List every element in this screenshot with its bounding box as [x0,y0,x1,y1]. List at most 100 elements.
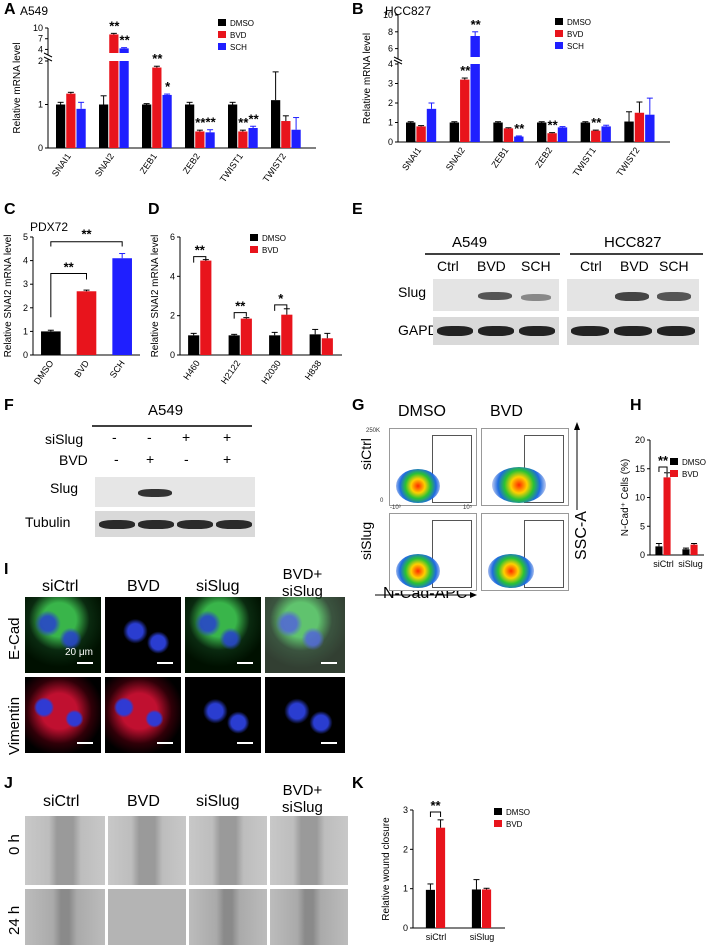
chart-d-bracket [233,312,247,319]
band [657,292,691,301]
wound-0h-bvd-sislug [270,816,348,885]
chart-k-bar [436,827,446,928]
chart-a-ytick-label: 2 [38,56,43,66]
chart-a-ytick-label: 7 [38,34,43,44]
chart-b-xtick-label: TWIST2 [614,145,641,178]
chart-b-bar [547,133,557,142]
blot-e-slug-a549 [433,279,559,311]
chart-d-xtick-label: H2030 [259,358,282,385]
chart-d-bar [188,335,200,355]
chart-a-legend-swatch [218,19,226,26]
chart-a-xtick-label: TWIST2 [261,151,288,184]
blot-f-slug [95,477,255,507]
panel-j-col-4: BVD+ siSlug [282,782,323,816]
chart-c-xtick-label: DMSO [32,358,56,386]
panel-e-lane-6: SCH [659,258,689,274]
panel-f-title: A549 [148,402,184,419]
chart-k-xtick-label: siCtrl [426,932,447,942]
chart-b-bar [580,122,591,142]
chart-k-legend-swatch [494,808,502,815]
if-vim-sictrl [25,677,101,753]
chart-a-bar [238,131,248,148]
chart-b-legend-swatch [555,42,563,49]
panel-e-lane-2: BVD [477,258,506,274]
chart-c-significance: ** [64,259,75,274]
chart-b-bar [514,136,524,142]
flow-xtick: 10⁵ [463,505,473,511]
chart-a-bar [119,61,129,148]
chart-a-legend-label: DMSO [230,19,254,28]
chart-d-ytick-label: 2 [170,311,175,321]
scale-bar [157,742,173,744]
chart-a-xtick-label: TWIST1 [218,151,245,184]
chart-h-ytick-label: 5 [640,521,645,531]
panel-letter-c: C [4,201,16,218]
chart-d-bar [240,318,252,355]
chart-h-bar [690,544,698,555]
chart-a-legend-swatch [218,43,226,50]
chart-a-bar [162,94,172,148]
chart-a-xtick-label: ZEB2 [181,151,202,175]
chart-c-ytick-label: 2 [23,303,28,313]
chart-a-bar [152,67,162,148]
panel-g-yaxis-arrowhead [574,422,580,430]
chart-d-bar [228,335,240,355]
band [216,520,252,529]
wound-24h-sictrl [25,889,105,945]
chart-c-ytick-label: 1 [23,326,28,336]
band [571,326,609,336]
chart-d-ytick-label: 6 [170,232,175,242]
chart-b-bar [591,130,601,142]
wound-0h-sictrl [25,816,105,885]
chart-b-ytick-label: 8 [388,27,393,37]
chart-b-ytick-label: 10 [383,10,393,20]
flow-plot-sislug-bvd [481,513,569,591]
chart-h-ytick-label: 0 [640,550,645,560]
chart-k-bracket [429,811,442,817]
wound-24h-sislug [189,889,267,945]
blot-e-slug-hcc827 [567,279,699,311]
chart-b-ytick-label: 0 [388,137,393,147]
chart-a-bar [185,104,195,148]
chart-c-ytick-label: 5 [23,232,28,242]
panel-f-row-slug: Slug [50,480,79,496]
chart-b-bar [470,36,480,57]
cell-population [396,469,440,503]
panel-letter-d: D [148,201,160,218]
chart-d-bar [200,260,212,355]
band [478,326,514,336]
wound-24h-bvd [108,889,186,945]
cell-population [488,554,534,588]
panel-e-lane-3: SCH [521,258,551,274]
chart-a-significance: * [165,79,171,94]
chart-d-xtick-label: H460 [181,358,202,381]
chart-h-legend-swatch [670,470,678,477]
chart-b-legend-label: DMSO [567,18,591,27]
wound-0h-sislug [189,816,267,885]
chart-k-bar [425,889,435,928]
chart-b-xtick-label: SNAI2 [444,145,467,172]
chart-b-ytick-label: 2 [388,98,393,108]
chart-c-ylabel: Relative SNAI2 mRNA level [3,235,14,358]
chart-a-bar [281,121,291,148]
chart-b-bar [460,79,470,142]
chart-b-significance: ** [514,121,525,136]
chart-a-bar [291,129,301,148]
panel-f-bvd-3: - [184,451,189,467]
chart-a-bar [205,132,215,148]
chart-a-significance: ** [238,115,249,130]
chart-a-title: A549 [20,4,48,18]
chart-c-significance: ** [81,227,92,242]
panel-e-lane-4: Ctrl [580,258,602,274]
flow-plot-sictrl-dmso [389,428,477,506]
panel-f-bvd-1: - [114,451,119,467]
chart-b-bar [449,122,460,142]
panel-f-bvd-2: + [146,451,155,467]
chart-c-bar [41,331,61,355]
chart-h-xtick-label: siCtrl [653,559,674,569]
chart-d-bar [281,314,293,355]
chart-d-ytick-label: 4 [170,271,175,281]
chart-h-bracket [658,466,668,473]
panel-f-row-tubulin: Tubulin [25,514,71,530]
